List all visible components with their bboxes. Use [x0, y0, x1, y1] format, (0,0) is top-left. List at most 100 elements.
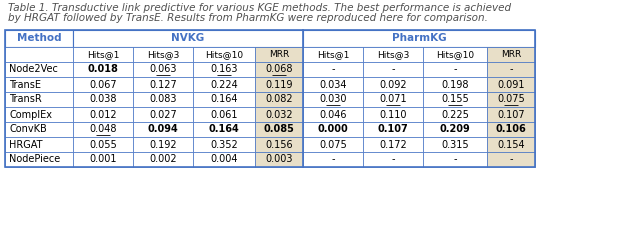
Bar: [193, 47, 255, 62]
Bar: [73, 92, 133, 107]
Text: 0.154: 0.154: [497, 139, 525, 149]
Text: 0.032: 0.032: [265, 110, 293, 120]
Bar: [255, 137, 303, 152]
Bar: [133, 137, 193, 152]
Bar: [73, 152, 133, 167]
Bar: [423, 107, 487, 122]
Text: -: -: [391, 155, 395, 164]
Text: 0.071: 0.071: [379, 95, 407, 105]
Bar: [133, 122, 193, 137]
Bar: [303, 152, 363, 167]
Text: -: -: [332, 155, 335, 164]
Text: TransR: TransR: [9, 95, 42, 105]
Text: 0.172: 0.172: [379, 139, 407, 149]
Bar: [423, 152, 487, 167]
Bar: [363, 92, 423, 107]
Text: NVKG: NVKG: [172, 34, 205, 44]
Text: 0.038: 0.038: [89, 95, 116, 105]
Text: 0.083: 0.083: [149, 95, 177, 105]
Text: ComplEx: ComplEx: [9, 110, 52, 120]
Bar: [303, 92, 363, 107]
Text: 0.198: 0.198: [441, 79, 468, 89]
Bar: [255, 62, 303, 77]
Text: Method: Method: [17, 34, 61, 44]
Text: MRR: MRR: [501, 50, 521, 59]
Text: -: -: [453, 155, 457, 164]
Text: -: -: [453, 64, 457, 74]
Text: 0.119: 0.119: [265, 79, 292, 89]
Bar: [423, 77, 487, 92]
Bar: [133, 47, 193, 62]
Bar: [73, 77, 133, 92]
Text: 0.002: 0.002: [149, 155, 177, 164]
Bar: [363, 47, 423, 62]
Bar: [193, 92, 255, 107]
Bar: [255, 92, 303, 107]
Bar: [5, 122, 73, 137]
Text: Hits@10: Hits@10: [205, 50, 243, 59]
Bar: [193, 137, 255, 152]
Text: Table 1. Transductive link predictive for various KGE methods. The best performa: Table 1. Transductive link predictive fo…: [8, 3, 511, 13]
Text: 0.164: 0.164: [211, 95, 237, 105]
Text: 0.061: 0.061: [211, 110, 237, 120]
Bar: [423, 137, 487, 152]
Text: Hits@3: Hits@3: [147, 50, 179, 59]
Text: 0.000: 0.000: [317, 124, 348, 135]
Text: 0.192: 0.192: [149, 139, 177, 149]
Bar: [73, 62, 133, 77]
Text: 0.067: 0.067: [89, 79, 117, 89]
Bar: [193, 152, 255, 167]
Text: 0.209: 0.209: [440, 124, 470, 135]
Bar: [363, 107, 423, 122]
Text: 0.027: 0.027: [149, 110, 177, 120]
Bar: [303, 77, 363, 92]
Bar: [255, 107, 303, 122]
Text: 0.012: 0.012: [89, 110, 117, 120]
Text: 0.156: 0.156: [265, 139, 293, 149]
Bar: [5, 47, 73, 62]
Bar: [193, 62, 255, 77]
Text: 0.001: 0.001: [89, 155, 116, 164]
Text: -: -: [509, 64, 513, 74]
Text: 0.094: 0.094: [148, 124, 179, 135]
Text: -: -: [391, 64, 395, 74]
Bar: [133, 152, 193, 167]
Bar: [193, 77, 255, 92]
Text: 0.155: 0.155: [441, 95, 469, 105]
Text: 0.352: 0.352: [210, 139, 238, 149]
Bar: [255, 77, 303, 92]
Bar: [193, 122, 255, 137]
Bar: [73, 30, 303, 47]
Text: 0.107: 0.107: [378, 124, 408, 135]
Text: 0.107: 0.107: [497, 110, 525, 120]
Text: 0.091: 0.091: [497, 79, 525, 89]
Text: Hits@1: Hits@1: [317, 50, 349, 59]
Bar: [5, 137, 73, 152]
Text: 0.092: 0.092: [379, 79, 407, 89]
Text: MRR: MRR: [269, 50, 289, 59]
Text: 0.085: 0.085: [264, 124, 294, 135]
Text: Node2Vec: Node2Vec: [9, 64, 58, 74]
Bar: [193, 107, 255, 122]
Bar: [303, 107, 363, 122]
Bar: [133, 107, 193, 122]
Bar: [303, 62, 363, 77]
Text: by HRGAT followed by TransE. Results from PharmKG were reproduced here for compa: by HRGAT followed by TransE. Results fro…: [8, 13, 488, 23]
Bar: [73, 47, 133, 62]
Bar: [423, 92, 487, 107]
Text: NodePiece: NodePiece: [9, 155, 60, 164]
Text: 0.224: 0.224: [210, 79, 238, 89]
Text: 0.110: 0.110: [380, 110, 407, 120]
Bar: [133, 77, 193, 92]
Bar: [423, 122, 487, 137]
Bar: [73, 107, 133, 122]
Bar: [487, 152, 535, 167]
Text: 0.315: 0.315: [441, 139, 469, 149]
Bar: [5, 77, 73, 92]
Bar: [255, 152, 303, 167]
Bar: [255, 47, 303, 62]
Bar: [73, 122, 133, 137]
Text: 0.063: 0.063: [149, 64, 177, 74]
Text: 0.075: 0.075: [497, 95, 525, 105]
Text: -: -: [509, 155, 513, 164]
